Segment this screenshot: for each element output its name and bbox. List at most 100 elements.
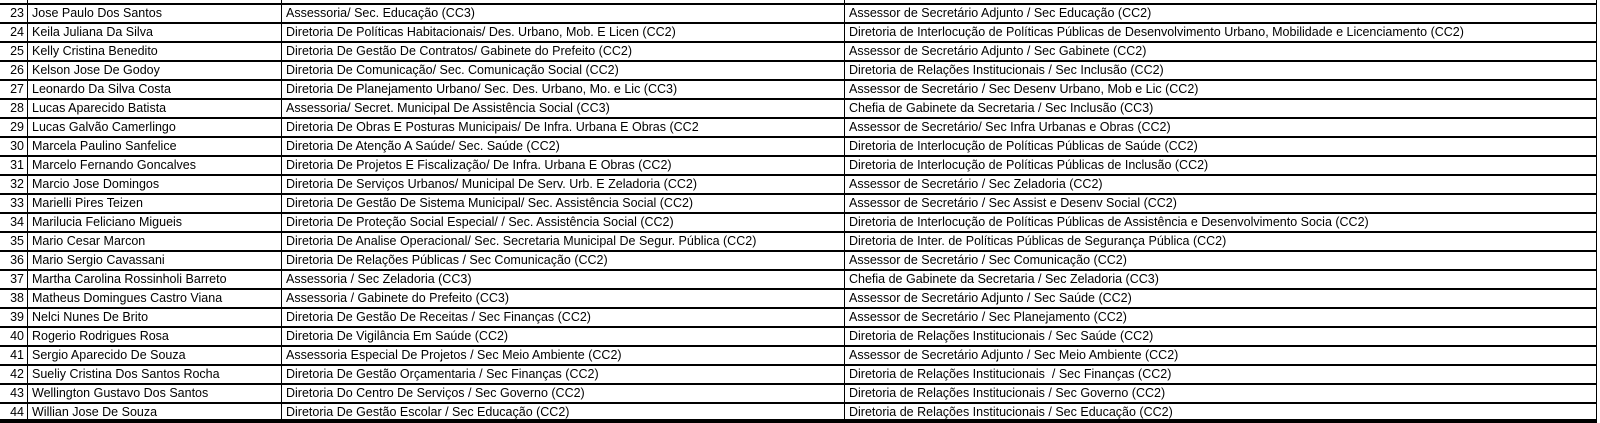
table-row: 36 Mario Sergio Cavassani Diretoria De R… <box>0 252 1597 271</box>
name-cell: Rogerio Rodrigues Rosa <box>28 328 282 345</box>
current-position-cell: Diretoria De Vigilância Em Saúde (CC2) <box>282 328 845 345</box>
new-position-cell: Assessor de Secretário Adjunto / Sec Mei… <box>845 347 1597 364</box>
new-position-cell-spacer <box>845 0 1597 3</box>
table-row: 29 Lucas Galvão Camerlingo Diretoria De … <box>0 119 1597 138</box>
current-position-cell: Diretoria De Obras E Posturas Municipais… <box>282 119 845 136</box>
table-row: 41 Sergio Aparecido De Souza Assessoria … <box>0 347 1597 366</box>
table-row: 30 Marcela Paulino Sanfelice Diretoria D… <box>0 138 1597 157</box>
row-number-cell: 24 <box>0 24 28 41</box>
name-cell: Martha Carolina Rossinholi Barreto <box>28 271 282 288</box>
row-number-cell: 39 <box>0 309 28 326</box>
new-position-cell: Diretoria de Interlocução de Políticas P… <box>845 157 1597 174</box>
table-row: 24 Keila Juliana Da Silva Diretoria De P… <box>0 24 1597 43</box>
table-row: 40 Rogerio Rodrigues Rosa Diretoria De V… <box>0 328 1597 347</box>
new-position-cell: Diretoria de Relações Institucionais / S… <box>845 404 1597 419</box>
current-position-cell: Diretoria De Gestão De Receitas / Sec Fi… <box>282 309 845 326</box>
name-cell: Marilucia Feliciano Migueis <box>28 214 282 231</box>
table-partial-top-row <box>0 0 1597 5</box>
row-number-cell-spacer <box>0 0 28 3</box>
new-position-cell: Diretoria de Relações Institucionais / S… <box>845 366 1597 383</box>
new-position-cell: Assessor de Secretário / Sec Planejament… <box>845 309 1597 326</box>
row-number-cell: 29 <box>0 119 28 136</box>
row-number-cell: 40 <box>0 328 28 345</box>
current-position-cell: Diretoria De Planejamento Urbano/ Sec. D… <box>282 81 845 98</box>
table-row: 31 Marcelo Fernando Goncalves Diretoria … <box>0 157 1597 176</box>
table-row: 25 Kelly Cristina Benedito Diretoria De … <box>0 43 1597 62</box>
table-row: 28 Lucas Aparecido Batista Assessoria/ S… <box>0 100 1597 119</box>
current-position-cell: Diretoria De Serviços Urbanos/ Municipal… <box>282 176 845 193</box>
table-row: 35 Mario Cesar Marcon Diretoria De Anali… <box>0 233 1597 252</box>
row-number-cell: 32 <box>0 176 28 193</box>
row-number-cell: 44 <box>0 404 28 419</box>
name-cell: Kelly Cristina Benedito <box>28 43 282 60</box>
current-position-cell: Diretoria De Gestão De Sistema Municipal… <box>282 195 845 212</box>
table-row: 37 Martha Carolina Rossinholi Barreto As… <box>0 271 1597 290</box>
row-number-cell: 37 <box>0 271 28 288</box>
row-number-cell: 30 <box>0 138 28 155</box>
table-row: 27 Leonardo Da Silva Costa Diretoria De … <box>0 81 1597 100</box>
current-position-cell: Diretoria De Atenção A Saúde/ Sec. Saúde… <box>282 138 845 155</box>
name-cell: Sergio Aparecido De Souza <box>28 347 282 364</box>
current-position-cell: Assessoria/ Secret. Municipal De Assistê… <box>282 100 845 117</box>
new-position-cell: Assessor de Secretário / Sec Comunicação… <box>845 252 1597 269</box>
row-number-cell: 28 <box>0 100 28 117</box>
name-cell: Matheus Domingues Castro Viana <box>28 290 282 307</box>
current-position-cell: Diretoria De Analise Operacional/ Sec. S… <box>282 233 845 250</box>
current-position-cell: Diretoria De Políticas Habitacionais/ De… <box>282 24 845 41</box>
table-row: 43 Wellington Gustavo Dos Santos Diretor… <box>0 385 1597 404</box>
new-position-cell: Assessor de Secretário / Sec Assist e De… <box>845 195 1597 212</box>
new-position-cell: Diretoria de Relações Institucionais / S… <box>845 62 1597 79</box>
new-position-cell: Chefia de Gabinete da Secretaria / Sec Z… <box>845 271 1597 288</box>
table-row: 23 Jose Paulo Dos Santos Assessoria/ Sec… <box>0 5 1597 24</box>
row-number-cell: 42 <box>0 366 28 383</box>
row-number-cell: 36 <box>0 252 28 269</box>
name-cell: Kelson Jose De Godoy <box>28 62 282 79</box>
name-cell: Marielli Pires Teizen <box>28 195 282 212</box>
new-position-cell: Chefia de Gabinete da Secretaria / Sec I… <box>845 100 1597 117</box>
row-number-cell: 25 <box>0 43 28 60</box>
new-position-cell: Diretoria de Inter. de Políticas Pública… <box>845 233 1597 250</box>
name-cell: Lucas Aparecido Batista <box>28 100 282 117</box>
table-row: 42 Sueliy Cristina Dos Santos Rocha Dire… <box>0 366 1597 385</box>
table-row: 26 Kelson Jose De Godoy Diretoria De Com… <box>0 62 1597 81</box>
table-row: 32 Marcio Jose Domingos Diretoria De Ser… <box>0 176 1597 195</box>
current-position-cell: Diretoria De Comunicação/ Sec. Comunicaç… <box>282 62 845 79</box>
current-position-cell: Assessoria / Sec Zeladoria (CC3) <box>282 271 845 288</box>
table-row: 44 Willian Jose De Souza Diretoria De Ge… <box>0 404 1597 423</box>
new-position-cell: Diretoria de Interlocução de Políticas P… <box>845 214 1597 231</box>
current-position-cell: Diretoria De Proteção Social Especial/ /… <box>282 214 845 231</box>
new-position-cell: Diretoria de Interlocução de Políticas P… <box>845 138 1597 155</box>
name-cell: Willian Jose De Souza <box>28 404 282 419</box>
row-number-cell: 43 <box>0 385 28 402</box>
name-cell: Leonardo Da Silva Costa <box>28 81 282 98</box>
row-number-cell: 26 <box>0 62 28 79</box>
table-rows-container: 23 Jose Paulo Dos Santos Assessoria/ Sec… <box>0 5 1597 423</box>
row-number-cell: 33 <box>0 195 28 212</box>
name-cell: Sueliy Cristina Dos Santos Rocha <box>28 366 282 383</box>
new-position-cell: Assessor de Secretário / Sec Desenv Urba… <box>845 81 1597 98</box>
table-row: 39 Nelci Nunes De Brito Diretoria De Ges… <box>0 309 1597 328</box>
new-position-cell: Assessor de Secretário/ Sec Infra Urbana… <box>845 119 1597 136</box>
current-position-cell: Assessoria Especial De Projetos / Sec Me… <box>282 347 845 364</box>
name-cell: Keila Juliana Da Silva <box>28 24 282 41</box>
name-cell: Marcio Jose Domingos <box>28 176 282 193</box>
name-cell: Marcela Paulino Sanfelice <box>28 138 282 155</box>
row-number-cell: 38 <box>0 290 28 307</box>
new-position-cell: Diretoria de Interlocução de Políticas P… <box>845 24 1597 41</box>
name-cell: Lucas Galvão Camerlingo <box>28 119 282 136</box>
table-row: 38 Matheus Domingues Castro Viana Assess… <box>0 290 1597 309</box>
new-position-cell: Diretoria de Relações Institucionais / S… <box>845 385 1597 402</box>
name-cell-spacer <box>28 0 282 3</box>
new-position-cell: Assessor de Secretário / Sec Zeladoria (… <box>845 176 1597 193</box>
name-cell: Jose Paulo Dos Santos <box>28 5 282 22</box>
new-position-cell: Assessor de Secretário Adjunto / Sec Gab… <box>845 43 1597 60</box>
row-number-cell: 27 <box>0 81 28 98</box>
current-position-cell: Diretoria De Gestão De Contratos/ Gabine… <box>282 43 845 60</box>
row-number-cell: 41 <box>0 347 28 364</box>
current-position-cell: Diretoria De Projetos E Fiscalização/ De… <box>282 157 845 174</box>
current-position-cell: Assessoria/ Sec. Educação (CC3) <box>282 5 845 22</box>
new-position-cell: Assessor de Secretário Adjunto / Sec Saú… <box>845 290 1597 307</box>
table-row: 34 Marilucia Feliciano Migueis Diretoria… <box>0 214 1597 233</box>
